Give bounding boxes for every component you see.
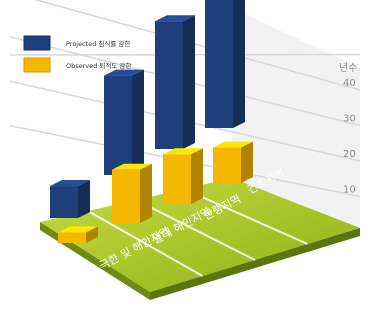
y-tick-label: 20: [343, 149, 356, 160]
bar-projected-2-front: [104, 75, 132, 175]
bar-projected-1: [50, 180, 90, 218]
y-axis-ticks: 10 20 30 40: [343, 78, 356, 196]
legend-swatch-projected: [23, 35, 51, 51]
bar-observed-4-top: [213, 141, 253, 148]
bar-observed-2-front: [112, 169, 140, 223]
bar-projected-4-front: [205, 0, 233, 129]
bar-observed-2: [112, 163, 152, 223]
legend-swatch-observed: [23, 57, 51, 73]
legend-item-projected: Projected 침식률 감한: [23, 35, 130, 51]
bar-observed-3: [163, 148, 203, 204]
bar-projected-1-top: [50, 180, 90, 187]
category-divider: [135, 199, 256, 261]
bar-observed-1-top: [58, 226, 98, 233]
bar-projected-4: [205, 0, 245, 129]
bar-observed-4: [213, 141, 253, 183]
bar-projected-4-side: [233, 0, 245, 128]
legend-item-observed: Observed 퇴적도 감한: [23, 57, 131, 73]
bar-observed-3-top: [163, 148, 203, 155]
bar-projected-2-top: [104, 69, 144, 76]
bar-observed-2-top: [112, 163, 152, 170]
bar-projected-2-side: [132, 69, 144, 175]
bar-projected-3: [155, 15, 195, 150]
bar-projected-2: [104, 69, 144, 175]
legend: Projected 침식률 감한 Observed 퇴적도 감한: [23, 35, 131, 73]
bar-projected-1-side: [78, 180, 90, 218]
y-axis-unit-label: 년수: [339, 62, 357, 74]
bar-observed-3-front: [163, 154, 191, 204]
y-tick-label: 40: [343, 78, 356, 89]
category-divider: [87, 210, 203, 277]
bar-observed-2-side: [140, 163, 152, 223]
bar-observed-4-front: [213, 147, 241, 183]
bar-observed-4-side: [241, 141, 253, 183]
legend-label-observed: Observed 퇴적도 감한: [66, 61, 131, 70]
bar-observed-3-side: [191, 148, 203, 204]
bar-projected-3-side: [183, 15, 195, 150]
bar-observed-1-side: [86, 226, 98, 243]
bar-observed-1-front: [58, 232, 86, 243]
bar-series: [50, 0, 253, 243]
legend-label-projected: Projected 침식률 감한: [66, 39, 130, 48]
floor-edge-right: [150, 228, 360, 300]
bar-projected-3-front: [155, 21, 183, 150]
bar-projected-3-top: [155, 15, 195, 22]
bar-observed-1: [58, 226, 98, 243]
category-divider: [183, 188, 308, 245]
bar-projected-1-front: [50, 186, 78, 218]
y-tick-label: 10: [343, 185, 356, 196]
y-tick-label: 30: [343, 114, 356, 125]
